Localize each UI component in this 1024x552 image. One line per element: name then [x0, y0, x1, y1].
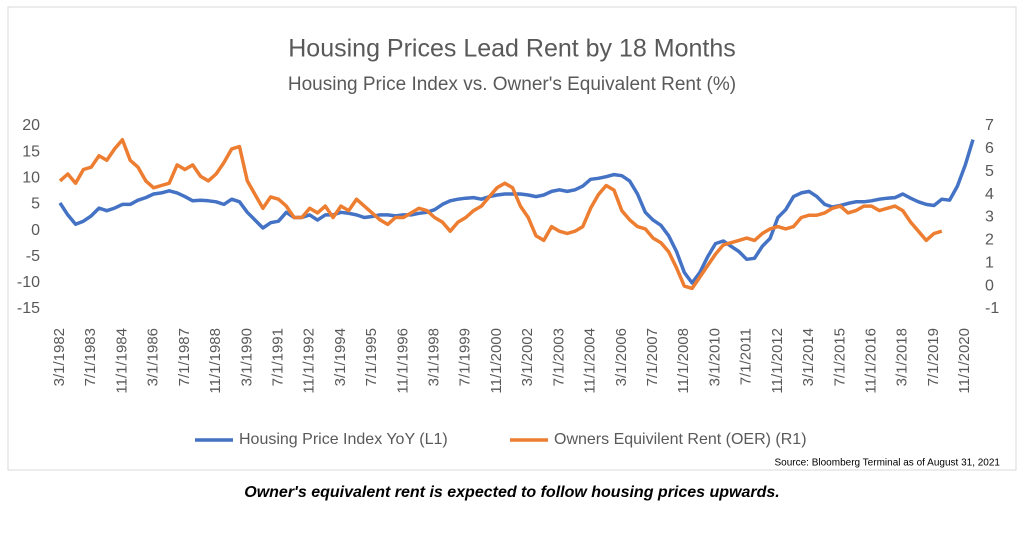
x-tick-label: 11/1/2008	[675, 328, 692, 394]
x-tick-label: 7/1/2007	[644, 328, 661, 386]
y-tick-label: 5	[31, 196, 40, 213]
caption: Owner's equivalent rent is expected to f…	[244, 484, 779, 501]
y-tick-label: 10	[22, 170, 40, 187]
x-tick-label: 7/1/1991	[269, 328, 286, 386]
y2-tick-label: 3	[985, 209, 994, 226]
x-tick-label: 3/1/2006	[613, 328, 630, 386]
x-tick-label: 11/1/1984	[113, 328, 130, 394]
x-tick-label: 11/1/2000	[488, 328, 505, 394]
x-tick-label: 3/1/2002	[519, 328, 536, 386]
x-tick-label: 3/1/2018	[894, 328, 911, 386]
y2-tick-label: 5	[985, 163, 994, 180]
x-tick-label: 7/1/2003	[550, 328, 567, 386]
y2-tick-label: 2	[985, 232, 994, 249]
x-tick-label: 3/1/1990	[238, 328, 255, 386]
x-tick-label: 7/1/1983	[82, 328, 99, 386]
y-tick-label: -10	[17, 274, 40, 291]
y2-tick-label: 6	[985, 140, 994, 157]
x-tick-label: 3/1/1998	[426, 328, 443, 386]
x-tick-label: 7/1/1987	[176, 328, 193, 386]
y2-tick-label: 0	[985, 277, 994, 294]
x-tick-label: 11/1/2020	[956, 328, 973, 394]
x-tick-label: 7/1/2011	[738, 328, 755, 385]
x-tick-label: 7/1/2019	[925, 328, 942, 386]
x-tick-label: 11/1/2004	[582, 328, 599, 394]
x-tick-label: 3/1/1986	[145, 328, 162, 386]
legend-label: Owners Equivilent Rent (OER) (R1)	[554, 431, 807, 448]
x-tick-label: 3/1/2010	[706, 328, 723, 386]
x-tick-label: 3/1/2014	[800, 328, 817, 386]
source-note: Source: Bloomberg Terminal as of August …	[774, 458, 1000, 469]
x-tick-label: 11/1/1992	[301, 328, 318, 394]
y2-tick-label: -1	[985, 300, 999, 317]
chart-title: Housing Prices Lead Rent by 18 Months	[288, 35, 735, 63]
x-tick-label: 7/1/2015	[831, 328, 848, 386]
y-tick-label: -15	[17, 300, 40, 317]
x-tick-label: 3/1/1982	[51, 328, 68, 386]
series-line	[58, 137, 943, 291]
legend-label: Housing Price Index YoY (L1)	[239, 431, 448, 448]
chart-subtitle: Housing Price Index vs. Owner's Equivale…	[288, 74, 736, 95]
x-tick-label: 7/1/1995	[363, 328, 380, 386]
x-tick-label: 11/1/2016	[863, 328, 880, 394]
y-tick-label: -5	[26, 248, 40, 265]
y2-tick-label: 4	[985, 186, 994, 203]
y-tick-label: 15	[22, 143, 40, 160]
x-tick-label: 11/1/1996	[394, 328, 411, 394]
y2-tick-label: 7	[985, 117, 994, 134]
x-tick-label: 11/1/2012	[769, 328, 786, 394]
chart-frame	[7, 6, 1017, 471]
x-tick-label: 7/1/1999	[457, 328, 474, 386]
x-tick-label: 3/1/1994	[332, 328, 349, 386]
y-tick-label: 20	[22, 117, 40, 134]
y-tick-label: 0	[31, 222, 40, 239]
y2-tick-label: 1	[985, 254, 994, 271]
x-tick-label: 11/1/1988	[207, 328, 224, 394]
